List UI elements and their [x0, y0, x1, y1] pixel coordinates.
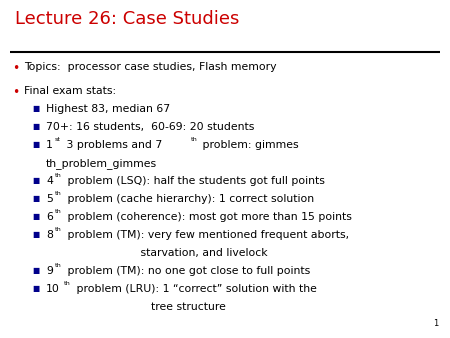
Text: ■: ■ [32, 284, 39, 293]
Text: problem (LSQ): half the students got full points: problem (LSQ): half the students got ful… [63, 176, 324, 186]
Text: th: th [55, 227, 62, 232]
Text: Final exam stats:: Final exam stats: [24, 86, 116, 96]
Text: problem: gimmes: problem: gimmes [199, 140, 299, 150]
Text: 1: 1 [46, 140, 53, 150]
Text: 1: 1 [433, 319, 438, 328]
Text: 6: 6 [46, 212, 53, 222]
Text: 3 problems and 7: 3 problems and 7 [63, 140, 162, 150]
Text: th: th [191, 137, 198, 142]
Text: problem (LRU): 1 “correct” solution with the: problem (LRU): 1 “correct” solution with… [72, 284, 316, 294]
Text: Lecture 26: Case Studies: Lecture 26: Case Studies [15, 10, 239, 28]
Text: •: • [12, 86, 19, 99]
Text: th: th [55, 191, 62, 196]
Text: 4: 4 [46, 176, 53, 186]
Text: problem (TM): very few mentioned frequent aborts,: problem (TM): very few mentioned frequen… [63, 230, 349, 240]
Text: ■: ■ [32, 230, 39, 239]
Text: 9: 9 [46, 266, 53, 276]
Text: 10: 10 [46, 284, 60, 294]
Text: ■: ■ [32, 212, 39, 221]
Text: 8: 8 [46, 230, 53, 240]
Text: ■: ■ [32, 194, 39, 203]
Text: ■: ■ [32, 266, 39, 275]
Text: ■: ■ [32, 122, 39, 131]
Text: problem (TM): no one got close to full points: problem (TM): no one got close to full p… [63, 266, 310, 276]
Text: ■: ■ [32, 176, 39, 185]
Text: th: th [64, 281, 71, 286]
Text: problem (cache hierarchy): 1 correct solution: problem (cache hierarchy): 1 correct sol… [63, 194, 314, 204]
Text: th: th [55, 173, 62, 178]
Text: ■: ■ [32, 104, 39, 113]
Text: 5: 5 [46, 194, 53, 204]
Text: st: st [55, 137, 61, 142]
Text: th: th [55, 209, 62, 214]
Text: ■: ■ [32, 140, 39, 149]
Text: Highest 83, median 67: Highest 83, median 67 [46, 104, 170, 114]
Text: 70+: 16 students,  60-69: 20 students: 70+: 16 students, 60-69: 20 students [46, 122, 254, 132]
Text: th: th [55, 263, 62, 268]
Text: Topics:  processor case studies, Flash memory: Topics: processor case studies, Flash me… [24, 62, 276, 72]
Text: •: • [12, 62, 19, 75]
Text: problem (coherence): most got more than 15 points: problem (coherence): most got more than … [63, 212, 351, 222]
Text: starvation, and livelock: starvation, and livelock [46, 248, 268, 258]
Text: th_problem_gimmes: th_problem_gimmes [46, 158, 157, 169]
Text: tree structure: tree structure [46, 302, 226, 312]
